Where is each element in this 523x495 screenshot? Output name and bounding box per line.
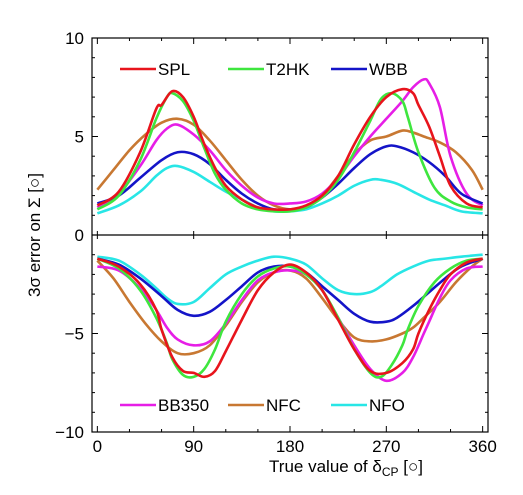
x-tick-label: 360	[468, 437, 496, 456]
series-line-nfo-lower	[97, 253, 483, 306]
legend-label-t2hk: T2HK	[266, 60, 310, 79]
x-axis-title-unit: [○]	[399, 457, 423, 476]
series-line-spl-upper	[96, 87, 483, 212]
x-axis-title-sub: CP	[382, 465, 399, 479]
y-axis-title-main: 3σ error on Σ [○]	[25, 173, 44, 297]
legend-label-nfc: NFC	[266, 396, 301, 415]
series-line-bb350-lower	[97, 265, 483, 383]
axes-layer: 0 90 180 270 360 −10 −5 0 5 10	[55, 29, 497, 456]
x-axis-title: True value of δCP [○]	[269, 457, 423, 479]
legend-label-wbb: WBB	[369, 60, 408, 79]
y-tick-label: 5	[75, 128, 84, 147]
y-axis-title: 3σ error on Σ [○]	[25, 173, 44, 297]
series-line-nfo-upper	[96, 164, 483, 215]
series-line-bb350-upper	[96, 77, 484, 209]
x-tick-label: 0	[93, 437, 102, 456]
legend-layer: SPL T2HK WBB BB350 NFC NFO	[120, 60, 408, 415]
x-tick-label: 90	[184, 437, 203, 456]
x-axis-title-main: True value of δ	[269, 457, 382, 476]
legend-label-bb350: BB350	[158, 396, 209, 415]
x-tick-label: 180	[276, 437, 304, 456]
series-line-nfc-lower	[96, 257, 484, 356]
legend-label-nfo: NFO	[369, 396, 405, 415]
y-tick-label: −10	[55, 423, 84, 442]
legend-label-spl: SPL	[158, 60, 190, 79]
series-line-spl-lower	[96, 257, 483, 379]
x-tick-label: 270	[372, 437, 400, 456]
series-layer	[96, 77, 484, 383]
y-tick-label: 10	[65, 29, 84, 48]
y-tick-label: 0	[75, 226, 84, 245]
y-tick-label: −5	[65, 325, 84, 344]
